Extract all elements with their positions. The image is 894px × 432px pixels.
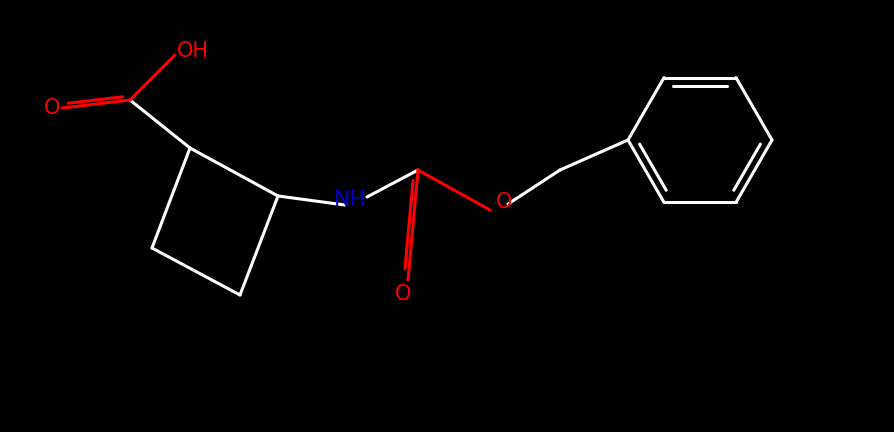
Text: O: O — [44, 98, 60, 118]
Text: NH: NH — [333, 190, 367, 210]
Text: O: O — [496, 192, 512, 212]
Text: O: O — [395, 284, 411, 304]
Text: OH: OH — [177, 41, 209, 61]
